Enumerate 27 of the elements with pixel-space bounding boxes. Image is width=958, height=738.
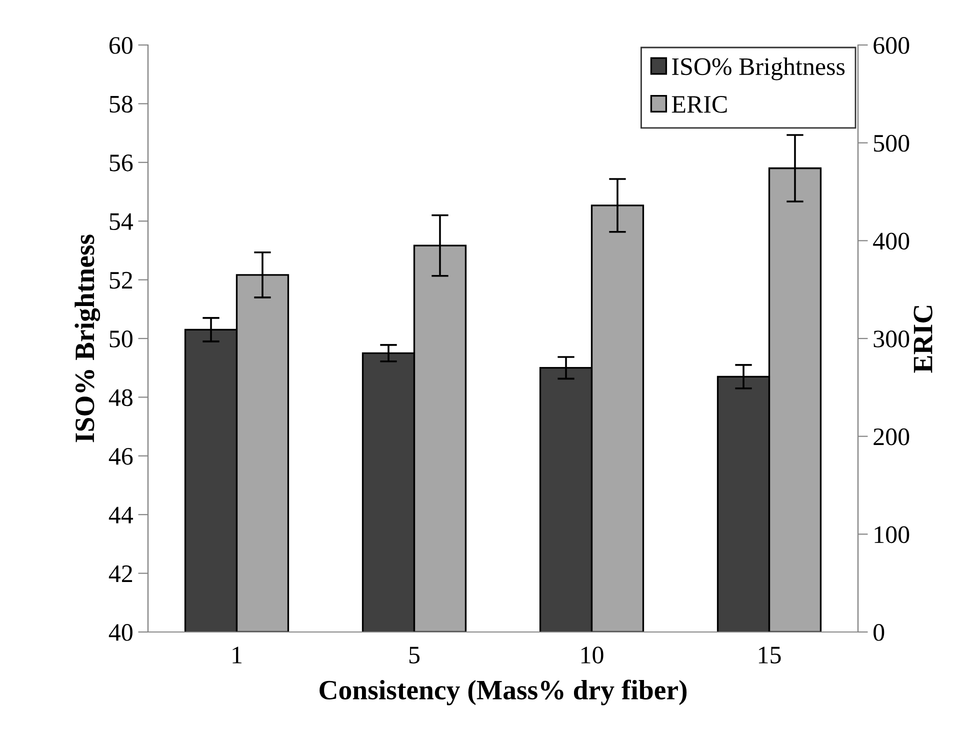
y2-tick-label: 100 xyxy=(874,526,910,544)
y-tick-label: 60 xyxy=(109,37,132,54)
x-tick-label: 5 xyxy=(409,646,420,664)
legend-label: ERIC xyxy=(672,96,727,113)
y2-tick-label: 300 xyxy=(874,330,910,348)
y-tick-label: 42 xyxy=(108,565,132,582)
y-tick-label: 50 xyxy=(110,330,132,348)
y-tick-label: 54 xyxy=(110,213,134,230)
legend-label: ISO% Brightness xyxy=(672,58,845,80)
y-tick-label: 44 xyxy=(108,506,134,524)
x-tick-label: 1 xyxy=(232,646,242,664)
x-axis-title: Consistency (Mass% dry fiber) xyxy=(320,680,687,706)
y2-tick-label: 0 xyxy=(874,624,884,641)
y-tick-label: 48 xyxy=(108,389,132,406)
x-tick-label: 10 xyxy=(581,646,604,664)
y-tick-label: 52 xyxy=(110,272,132,289)
y2-tick-label: 200 xyxy=(874,428,910,446)
y-tick-label: 46 xyxy=(108,448,133,465)
y-tick-label: 56 xyxy=(110,154,133,172)
x-tick-label: 15 xyxy=(758,646,781,664)
y-tick-label: 40 xyxy=(108,624,132,641)
y2-axis-title: ERIC xyxy=(914,306,932,373)
y2-tick-label: 500 xyxy=(874,134,910,152)
y-tick-label: 58 xyxy=(110,96,132,113)
y2-tick-label: 600 xyxy=(874,37,910,54)
y2-tick-label: 400 xyxy=(873,232,910,250)
y-axis-title: ISO% Brightness xyxy=(74,234,100,442)
